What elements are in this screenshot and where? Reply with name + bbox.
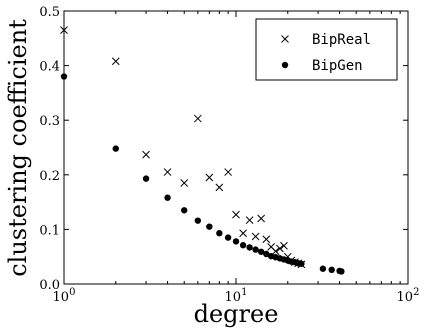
legend-marker-bipgen [281,61,289,69]
data-point-circle [60,73,68,80]
data-point-x-marker [60,26,68,34]
legend-circle-marker [281,61,289,69]
y-axis-label: clustering coefficient [4,19,32,277]
data-point-circle [181,207,188,214]
legend-label-bipreal: BipReal [312,32,371,48]
legend-marker-bipreal [281,35,289,43]
x-marker-stroke [163,168,172,176]
x-marker-stroke [111,57,120,66]
data-point-circle [216,230,223,237]
data-point-circle [263,250,270,258]
data-point-circle [232,238,240,245]
data-point-circle [239,242,247,249]
data-point-x-marker [245,216,254,224]
data-point-circle [319,265,327,272]
x-marker-stroke [205,173,214,182]
legend: BipReal BipGen [255,18,398,81]
data-point-x-marker [251,232,260,241]
data-point-circle [194,217,202,224]
y-tick-label: 0.0 [39,278,60,293]
y-tick-label: 0.3 [39,114,60,129]
data-point-x-marker [262,235,271,244]
x-axis-label: degree [194,300,279,328]
data-point-x-marker [232,210,240,219]
data-point-x-marker [276,244,284,253]
data-point-circle [224,234,232,241]
data-point-circle [252,246,259,253]
data-series [60,26,345,275]
data-point-x-marker [205,173,214,182]
data-point-x-marker [180,179,189,187]
data-point-circle [298,260,305,267]
x-marker-stroke [180,179,189,187]
data-point-circle [328,266,335,274]
x-tick-label: 100 [53,287,76,305]
x-marker-stroke [60,26,68,34]
data-point-x-marker [257,214,265,223]
data-point-x-marker [224,168,232,176]
y-tick-label: 0.2 [39,169,60,184]
x-marker-stroke [257,214,265,223]
x-marker-stroke [239,229,247,238]
y-tick-label: 0.4 [39,60,60,75]
x-marker-stroke [224,168,232,176]
axis-ticks: 0.0 0.1 0.2 0.3 0.4 0.5 100 101 102 [39,5,419,305]
data-point-circle [142,175,150,182]
data-point-circle [206,223,213,230]
data-point-x-marker [111,57,120,66]
x-marker-stroke [280,241,288,250]
data-point-x-marker [163,168,172,176]
x-marker-stroke [267,243,275,251]
legend-x-marker [281,35,289,43]
legend-box [255,18,398,81]
x-marker-stroke [245,216,254,224]
data-point-x-marker [280,241,288,250]
x-marker-stroke [262,235,271,244]
data-point-x-marker [271,247,280,256]
series-bipgen [60,73,345,275]
x-tick-label: 102 [397,287,420,305]
data-point-x-marker [142,150,150,159]
x-marker-stroke [251,232,260,241]
data-point-circle [246,244,253,251]
x-marker-stroke [271,247,280,256]
x-marker-stroke [215,183,224,192]
data-point-circle [112,145,119,152]
data-point-x-marker [239,229,247,238]
x-tick-label: 101 [225,287,248,305]
x-marker-stroke [193,114,202,123]
x-marker-stroke [276,244,284,253]
data-point-circle [164,194,171,201]
y-tick-label: 0.5 [39,5,60,20]
x-marker-stroke [281,35,289,43]
data-point-circle [257,248,265,255]
data-point-circle [338,268,345,275]
data-point-x-marker [215,183,224,192]
legend-label-bipgen: BipGen [312,58,363,74]
y-tick-label: 0.1 [39,223,60,238]
x-marker-stroke [142,150,150,159]
x-marker-stroke [232,210,240,219]
data-point-x-marker [193,114,202,123]
